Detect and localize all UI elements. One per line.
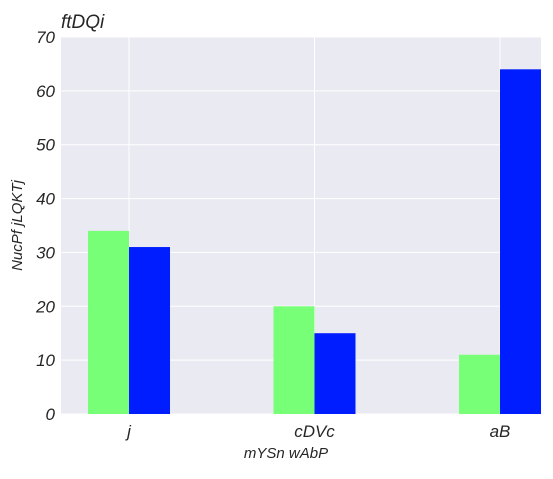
- y-tick-label: 10: [36, 351, 55, 370]
- x-tick-label: aB: [490, 422, 511, 441]
- y-axis-ticks: 0 10 20 30 40 50 60 70: [35, 28, 55, 424]
- bar-series-1-j: [88, 230, 129, 414]
- y-tick-label: 70: [36, 28, 55, 47]
- x-tick-label: cDVc: [294, 422, 335, 441]
- bar-series-2-aB: [500, 69, 541, 415]
- bar-series-1-cDVc: [273, 306, 315, 414]
- bar-series-1-aB: [459, 354, 500, 414]
- bar-series-2-cDVc: [314, 333, 356, 414]
- chart-title: ftDQi: [61, 12, 105, 33]
- bars: [88, 69, 541, 415]
- x-axis-ticks: j cDVc aB: [125, 422, 510, 441]
- x-tick-label: j: [125, 422, 132, 441]
- x-axis-title: mYSn wAbP: [244, 445, 328, 462]
- y-tick-label: 60: [36, 82, 55, 101]
- y-axis-title: NucPf jLQKTj: [9, 179, 26, 271]
- y-tick-label: 0: [46, 405, 56, 424]
- y-tick-label: 30: [36, 243, 55, 262]
- y-tick-label: 50: [36, 136, 55, 155]
- y-tick-label: 40: [36, 190, 55, 209]
- bar-series-2-j: [129, 247, 170, 414]
- y-tick-label: 20: [35, 297, 55, 316]
